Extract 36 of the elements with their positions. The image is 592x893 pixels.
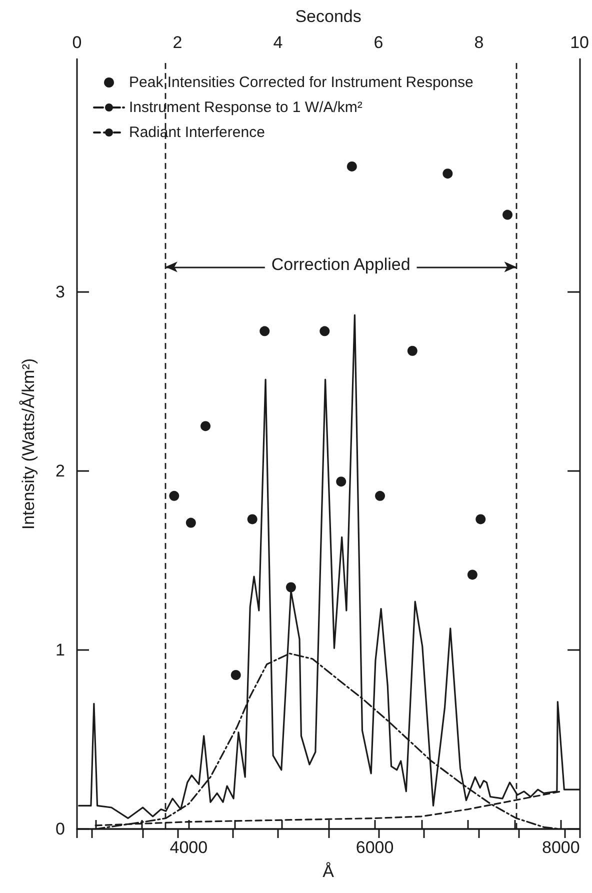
x2-tick-label: 2 — [172, 33, 182, 52]
x2-tick-label: 10 — [570, 33, 590, 52]
point — [467, 570, 478, 580]
y-tick-label: 3 — [56, 282, 65, 302]
x2-tick-label: 0 — [72, 33, 82, 52]
point — [502, 210, 513, 220]
x-tick-label: 6000 — [356, 838, 394, 857]
point — [260, 326, 270, 336]
point — [407, 346, 418, 356]
point — [186, 518, 196, 528]
x2-axis-title: Seconds — [295, 7, 362, 26]
point — [476, 514, 486, 524]
point — [346, 161, 357, 172]
point — [336, 476, 346, 487]
x-axis-title: Å — [322, 862, 335, 881]
point — [320, 326, 330, 336]
x2-tick-label: 4 — [273, 33, 283, 52]
point — [375, 490, 386, 501]
x-tick-label: 4000 — [170, 838, 208, 857]
x-tick-label: 8000 — [542, 838, 580, 857]
x2-tick-label: 8 — [474, 33, 484, 52]
y-tick-label: 0 — [56, 820, 65, 838]
point — [247, 514, 258, 524]
legend-label: Peak Intensities Corrected for Instrument Response — [129, 74, 474, 91]
point — [200, 421, 211, 432]
y-tick-label: 1 — [56, 640, 65, 660]
legend-label: Radiant Interference — [129, 124, 265, 141]
point — [230, 670, 241, 680]
point — [169, 490, 180, 501]
x2-tick-label: 6 — [374, 33, 384, 52]
point — [442, 168, 453, 179]
y-tick-label: 2 — [56, 461, 65, 480]
y-axis-title: Intensity (Watts/Å/km²) — [19, 358, 38, 530]
point — [286, 582, 296, 592]
legend-label: Instrument Response to 1 W/A/km² — [129, 99, 362, 116]
annotation: Correction Applied — [271, 254, 410, 274]
